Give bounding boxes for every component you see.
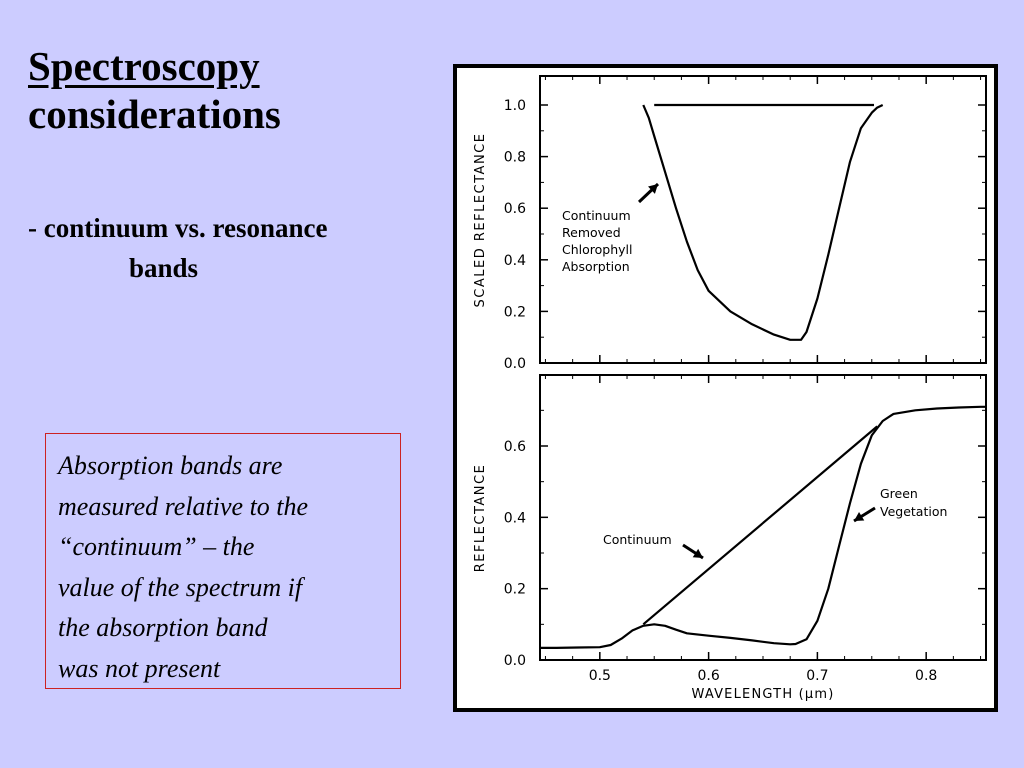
bullet-point: - continuum vs. resonance bands [28,208,328,288]
top-y-axis-label: SCALED REFLECTANCE [473,133,488,308]
continuum-line [642,425,878,626]
note-line: the absorption band [58,613,268,642]
title-line-1: Spectroscopy [28,43,260,89]
top-annotation-text: Removed [562,225,621,240]
bottom-x-tick-label: 0.8 [915,668,937,684]
bottom-y-tick-label: 0.0 [504,653,526,669]
spectra-figure: 0.0 0.2 0.4 0.6 0.8 1.0 0.5 0.6 0.7 0.8 0.0 0.2 0.4 0… [453,64,998,712]
vegetation-annotation-arrow-head [854,512,865,521]
slide-title: Spectroscopy considerations [28,44,281,136]
note-line: value of the spectrum if [58,572,303,602]
top-annotation-arrow-head [648,184,658,194]
bottom-x-tick-label: 0.7 [806,668,828,684]
top-annotation-text: Absorption [562,259,630,274]
note-line: Absorption bands are [58,451,283,480]
green-vegetation-curve [540,405,986,649]
top-y-tick-label: 0.8 [504,150,526,166]
top-y-tick-label: 0.0 [504,356,526,372]
bottom-y-tick-label: 0.4 [504,510,526,526]
note-line: measured relative to the [58,491,309,521]
bottom-y-tick-label: 0.2 [504,582,526,598]
bottom-y-axis-label: REFLECTANCE [473,464,488,573]
top-y-tick-label: 0.6 [504,201,526,217]
spectra-figure-svg: 0.0 0.2 0.4 0.6 0.8 1.0 0.5 0.6 0.7 0.8 0.0 0.2 0.4 0… [473,75,987,702]
bullet-line-1: - continuum vs. resonance [28,213,328,243]
continuum-annotation-arrow-head [692,548,703,558]
bottom-x-axis-label: WAVELENGTH (µm) [691,687,834,702]
vegetation-annotation-text: Green [880,486,918,501]
top-y-tick-label: 0.2 [504,304,526,320]
note-line: “continuum” – the [58,532,255,561]
note-line: was not present [58,653,221,683]
continuum-removed-curve [642,104,884,341]
vegetation-annotation-text: Vegetation [880,504,947,519]
top-annotation-text: Continuum [562,208,631,223]
continuum-annotation-text: Continuum [603,532,672,547]
bottom-x-tick-label: 0.6 [697,668,719,684]
top-y-tick-label: 0.4 [504,253,526,269]
bullet-line-2: bands [129,253,199,283]
title-line-2: considerations [28,91,281,137]
bottom-y-tick-label: 0.6 [504,439,526,455]
note-box: Absorption bands are measured relative t… [45,433,401,689]
top-y-tick-label: 1.0 [504,98,526,114]
top-annotation-text: Chlorophyll [562,242,632,257]
bottom-x-tick-label: 0.5 [589,668,611,684]
